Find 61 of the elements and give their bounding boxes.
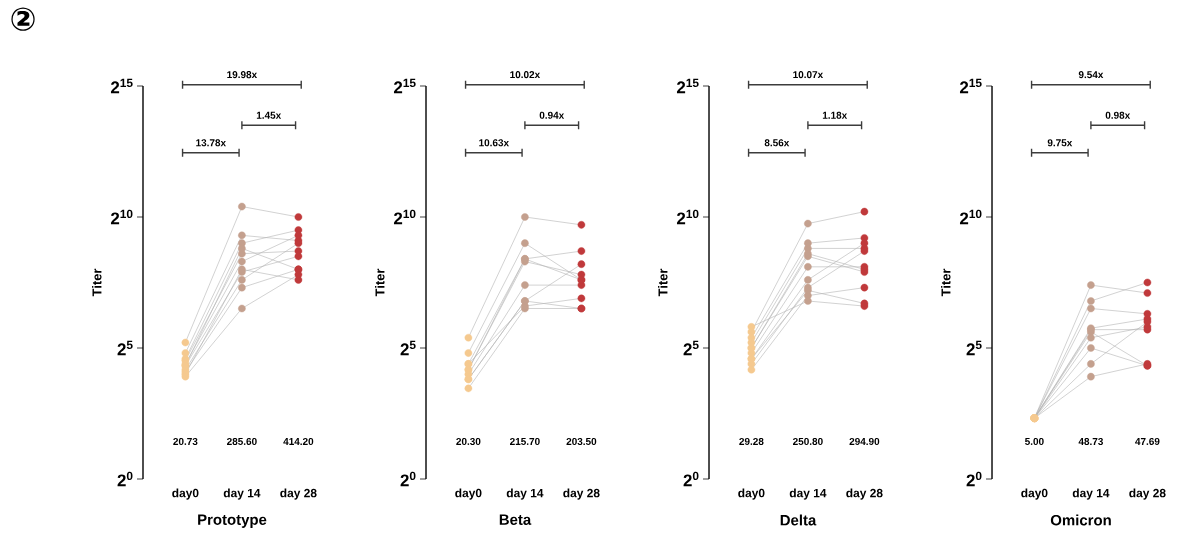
annotation: 294.90	[849, 437, 880, 445]
annotation: 414.20	[283, 437, 314, 445]
x-tick-label: day 14	[1072, 488, 1110, 500]
y-tick-label: 2$^{15}$	[959, 78, 982, 94]
y-tick-label: 2$^{0}$	[966, 471, 982, 487]
annotation: 0.98x	[1105, 111, 1131, 119]
y-tick-label: 2$^{15}$	[110, 78, 133, 94]
annotation: 10.63x	[479, 139, 509, 147]
y-tick-label: 2$^{10}$	[959, 209, 982, 225]
x-axis-title: Prototype	[198, 514, 267, 528]
annotation: 48.73	[1078, 437, 1104, 445]
x-axis-title: Beta	[499, 514, 532, 525]
y-tick-label: 2$^{0}$	[400, 471, 416, 487]
y-tick-label: 2$^{15}$	[393, 78, 416, 94]
x-tick-label: day0	[172, 488, 199, 500]
annotation: 20.73	[173, 437, 198, 445]
x-tick-label: day 28	[846, 488, 883, 500]
annotation: 5.00	[1025, 437, 1044, 445]
x-axis-title: Delta	[780, 514, 817, 526]
annotation: 29.28	[739, 437, 764, 445]
annotation: 250.80	[793, 437, 823, 445]
y-axis-title: Titer	[375, 268, 385, 297]
annotation: 1.45x	[256, 111, 282, 119]
x-tick-label: day0	[455, 488, 482, 500]
annotation: 20.30	[456, 437, 481, 445]
y-tick-label: 2$^{5}$	[683, 340, 699, 356]
x-tick-label: day0	[738, 488, 765, 500]
x-tick-label: day0	[1021, 488, 1048, 500]
annotation: 9.75x	[1047, 139, 1073, 147]
y-axis-title: Titer	[941, 268, 951, 297]
annotation: 215.70	[510, 437, 540, 445]
annotation: 1.18x	[822, 111, 848, 119]
y-tick-label: 2$^{10}$	[676, 209, 699, 225]
y-tick-label: 2$^{0}$	[117, 471, 133, 487]
x-tick-label: day 28	[280, 488, 317, 500]
annotation: 8.56x	[764, 139, 790, 147]
text: 19.98x	[227, 71, 258, 79]
annotation: 13.78x	[196, 139, 226, 147]
annotation: 47.69	[1135, 437, 1160, 445]
y-tick-label: 2$^{5}$	[117, 340, 133, 356]
y-tick-label: 2$^{0}$	[683, 471, 699, 487]
annotation: 0.94x	[539, 111, 565, 119]
y-tick-label: 2$^{10}$	[110, 209, 133, 225]
y-tick-label: 2$^{10}$	[393, 209, 416, 225]
y-axis-title: Titer	[658, 268, 668, 297]
text: 10.02x	[510, 71, 541, 79]
x-tick-label: day 28	[1129, 488, 1166, 500]
y-axis-title: Titer	[92, 268, 102, 297]
x-tick-label: day 14	[506, 488, 544, 500]
y-tick-label: 2$^{5}$	[400, 340, 416, 356]
text: 9.54x	[1078, 71, 1104, 79]
y-tick-label: 2$^{5}$	[966, 340, 982, 356]
text: 10.07x	[793, 71, 824, 79]
x-axis-title: Omicron	[1050, 514, 1111, 526]
chart-title: ②	[11, 7, 35, 31]
x-tick-label: day 28	[563, 488, 600, 500]
x-tick-label: day 14	[789, 488, 827, 500]
annotation: 285.60	[227, 437, 257, 445]
x-tick-label: day 14	[223, 488, 261, 500]
y-tick-label: 2$^{15}$	[676, 78, 699, 94]
annotation: 203.50	[566, 437, 597, 445]
